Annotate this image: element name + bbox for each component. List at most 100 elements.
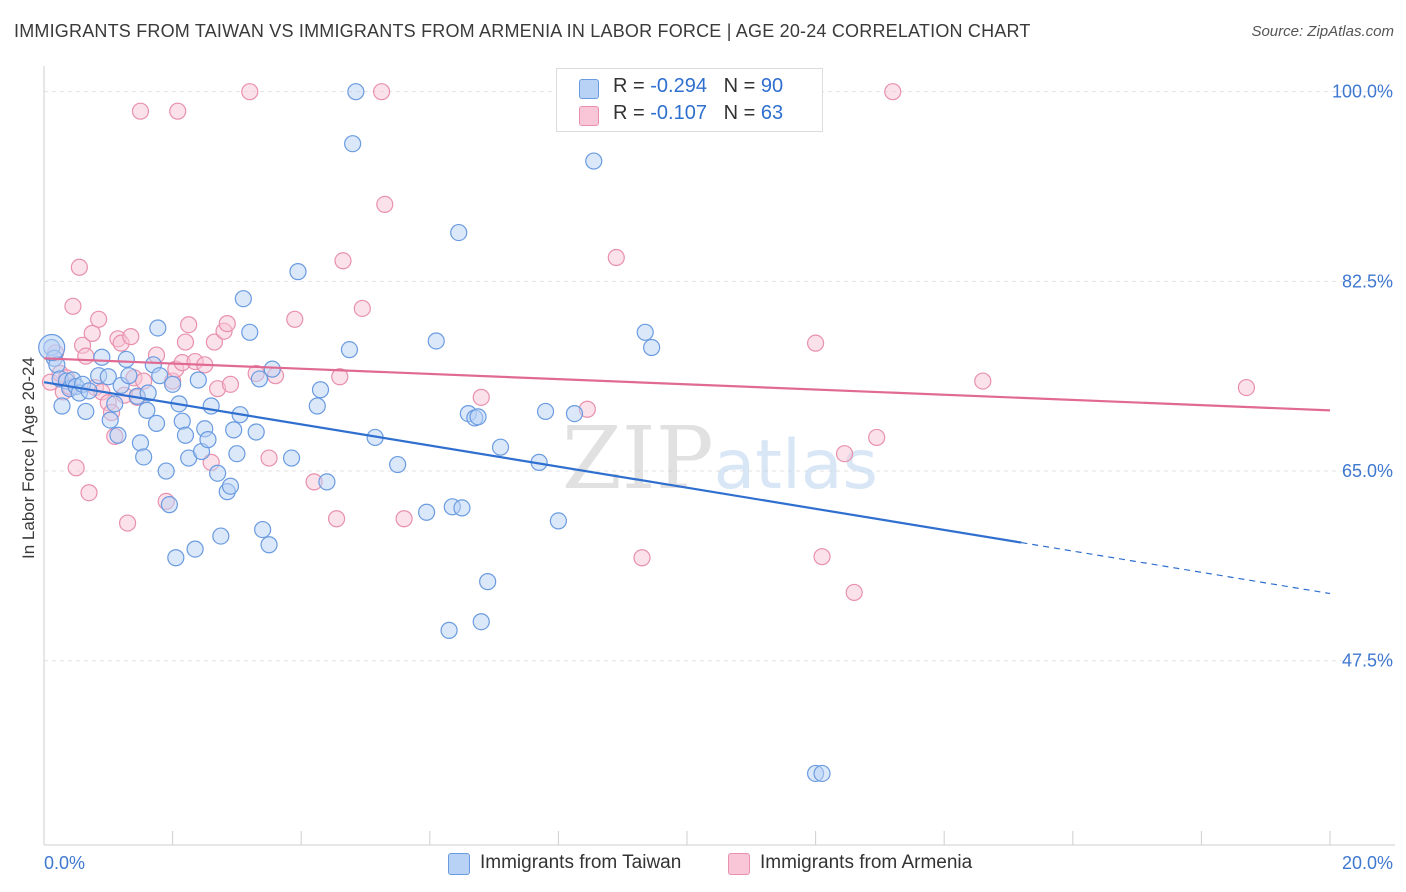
taiwan-point [53, 397, 71, 415]
taiwan-point [585, 152, 603, 170]
taiwan-point [289, 263, 307, 281]
taiwan-point [234, 290, 252, 308]
n-value: 90 [760, 75, 784, 97]
y-tick-label: 82.5% [1342, 271, 1393, 291]
taiwan-point [38, 333, 66, 362]
armenia-point [334, 252, 352, 270]
armenia-point [260, 449, 278, 467]
taiwan-point [101, 411, 119, 429]
y-tick-label: 65.0% [1342, 461, 1393, 481]
series-legend: Immigrants from Taiwan Immigrants from A… [0, 850, 1406, 880]
taiwan-trend-extension [1021, 541, 1331, 595]
taiwan-point [472, 613, 490, 631]
taiwan-point [260, 536, 278, 554]
tick-label-layer: 47.5% 65.0% 82.5% 100.0% 0.0% 20.0% [44, 82, 1393, 873]
armenia-point [884, 83, 902, 101]
stats-text-armenia: R = -0.107 N = 63 [613, 102, 783, 125]
r-value: -0.294 [650, 75, 707, 97]
armenia-point [218, 315, 236, 333]
taiwan-point [427, 332, 445, 350]
armenia-point [327, 510, 346, 528]
taiwan-point [347, 83, 365, 101]
armenia-point [131, 102, 150, 120]
armenia-point [221, 375, 240, 393]
taiwan-point [186, 540, 204, 558]
y-tick-label: 100.0% [1332, 82, 1393, 102]
taiwan-point [139, 384, 157, 402]
taiwan-point [549, 512, 568, 530]
watermark-atlas: atlas [714, 426, 878, 505]
stats-text-taiwan: R = -0.294 N = 90 [613, 75, 783, 98]
taiwan-point [340, 341, 359, 359]
axis-layer [43, 66, 1395, 846]
taiwan-point [147, 414, 166, 432]
taiwan-point [120, 367, 138, 385]
taiwan-point [491, 438, 510, 456]
stats-legend: R = -0.294 N = 90 R = -0.107 N = 63 [556, 68, 823, 132]
armenia-point [241, 83, 259, 101]
armenia-swatch [579, 106, 599, 126]
armenia-point [180, 316, 198, 334]
armenia-point [70, 258, 88, 276]
taiwan-point [173, 412, 191, 430]
taiwan-point [254, 520, 272, 539]
armenia-point [974, 372, 992, 390]
armenia-point [813, 548, 831, 566]
grid-layer [44, 91, 1395, 662]
taiwan-point [308, 397, 326, 415]
taiwan-legend-swatch [448, 853, 470, 875]
taiwan-point [250, 370, 269, 388]
legend-label-armenia: Immigrants from Armenia [760, 852, 973, 873]
taiwan-point [149, 319, 167, 337]
taiwan-point [93, 348, 111, 366]
r-label: R = [613, 75, 651, 97]
taiwan-point [225, 421, 243, 439]
taiwan-point [282, 449, 301, 467]
taiwan-point [164, 375, 182, 393]
armenia-point [331, 368, 349, 386]
armenia-point [176, 333, 195, 351]
taiwan-swatch [579, 79, 599, 99]
armenia-point [80, 484, 98, 502]
armenia-point [118, 514, 137, 532]
watermark: ZIPatlas [562, 409, 878, 509]
taiwan-point [99, 368, 117, 386]
n-value: 63 [760, 102, 784, 124]
armenia-point [607, 248, 625, 267]
taiwan-point [536, 402, 555, 421]
armenia-point [83, 324, 101, 342]
taiwan-point [109, 426, 127, 444]
armenia-point [472, 388, 490, 406]
taiwan-point [131, 434, 150, 452]
taiwan-point [247, 423, 265, 441]
taiwan-point [176, 426, 195, 444]
taiwan-point [228, 445, 246, 463]
taiwan-point [311, 381, 330, 399]
chart-title: IMMIGRANTS FROM TAIWAN VS IMMIGRANTS FRO… [14, 21, 1031, 41]
armenia-point [77, 347, 95, 365]
taiwan-point [263, 360, 281, 378]
taiwan-point [151, 367, 169, 385]
taiwan-point [199, 431, 217, 449]
armenia-point [122, 328, 140, 346]
taiwan-point [636, 323, 654, 341]
taiwan-point [138, 401, 156, 419]
legend-label-taiwan: Immigrants from Taiwan [480, 852, 682, 873]
taiwan-point [212, 527, 230, 545]
taiwan-point [344, 135, 362, 153]
chart-source: Source: ZipAtlas.com [1251, 23, 1394, 40]
armenia-point [376, 195, 394, 214]
armenia-point [806, 334, 825, 352]
armenia-point [1237, 378, 1256, 397]
armenia-point [845, 583, 863, 602]
taiwan-point [417, 503, 436, 521]
taiwan-point [469, 408, 487, 426]
armenia-point [90, 310, 108, 328]
trend-layer [43, 357, 1331, 595]
n-label: N = [723, 75, 761, 97]
taiwan-point [160, 496, 178, 514]
taiwan-point [318, 473, 336, 491]
armenia-point [67, 459, 85, 477]
armenia-point [835, 445, 854, 463]
taiwan-point [440, 621, 458, 639]
